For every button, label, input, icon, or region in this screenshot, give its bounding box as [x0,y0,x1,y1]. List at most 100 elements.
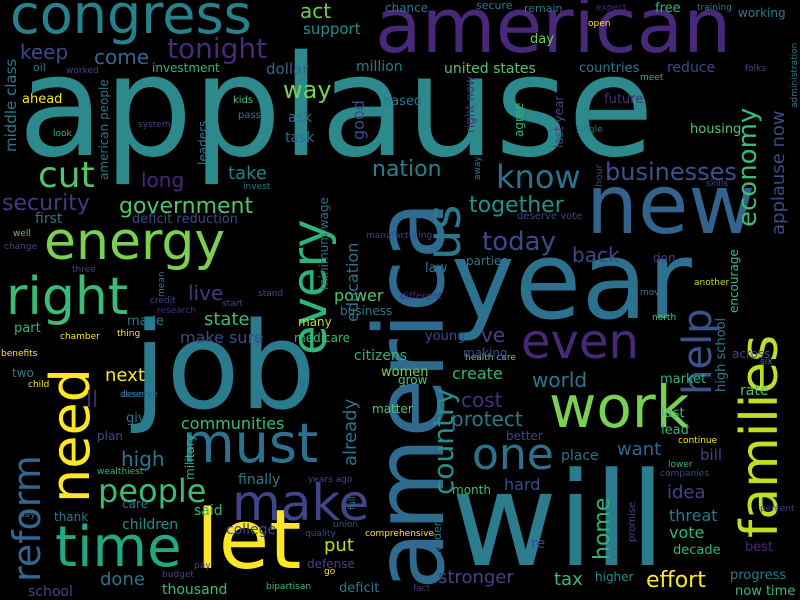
word: children [122,517,179,533]
word: day [530,32,554,47]
word: take [228,163,267,184]
word: made [127,314,164,329]
word: new [586,158,756,253]
word: vote [669,523,705,542]
word: ahead [22,92,63,107]
word: look [53,129,72,139]
word: agree [512,102,526,137]
word: people [98,472,207,510]
word: away [473,156,483,180]
word: medicare [294,331,351,345]
word: security [2,191,90,216]
word: million [356,59,403,75]
word: many [298,315,332,329]
word: communities [181,414,285,433]
word: continue [678,436,718,446]
word: put [324,535,354,556]
word: first [35,211,63,227]
word: last year [552,95,566,148]
word: thing [117,329,141,339]
word: comprehensive [365,529,434,539]
word: decade [673,543,721,558]
word: another [694,278,730,288]
word: let [196,493,302,588]
word: administration [790,42,800,108]
word: reduce [667,60,716,76]
word: cut [38,155,95,196]
word: high school [714,317,729,392]
word: best [745,540,774,555]
word: create [452,364,503,383]
word: tax [554,569,583,590]
word: six [760,357,773,367]
word: manufacturing [366,231,433,241]
word: right now [463,76,477,133]
word: congress [10,0,252,46]
word: now time [735,584,796,599]
word: lead [661,423,689,438]
word: two [12,366,34,380]
word: young [425,329,466,344]
word: start [222,299,243,309]
word: one [472,429,554,480]
word: ll [86,388,99,413]
word: based [383,94,423,109]
word: place [561,448,599,464]
word: matter [372,402,413,416]
word: move [640,288,666,298]
word: wealthiest [97,467,144,477]
word: defense [307,557,355,571]
word: change [4,242,38,252]
word: research [157,306,196,316]
word: rate [740,383,769,399]
word: worked [66,66,99,76]
word: state [204,309,250,330]
word: market [660,372,707,387]
word: secure [476,0,513,12]
word: time [55,515,182,580]
word: open [588,19,611,29]
word: years ago [308,475,353,485]
word: cost [461,388,503,412]
word: child [28,380,50,390]
word: school [28,584,73,600]
word: re [531,536,546,552]
word: come [94,45,150,69]
word: law [425,261,448,276]
word: threat [669,506,718,525]
word: military [183,434,197,480]
word: different [400,291,443,302]
word: applause [18,26,655,189]
word: government [119,194,254,219]
word: kids [233,95,254,106]
word: mean [157,271,167,297]
word: right [6,267,129,327]
word: college [226,522,277,538]
word: full [348,496,358,510]
word: keep [20,40,69,64]
word: must [182,412,319,475]
word: leaders [196,120,210,165]
word: said [194,503,223,519]
word: task [285,130,315,146]
word: job [133,298,316,437]
word: remain [524,2,563,15]
word: meet [640,73,664,83]
word: don [653,251,676,265]
word: power [334,286,384,305]
word: say [20,510,36,520]
word: will [451,444,666,596]
word: want [617,439,662,460]
word: folks [745,64,767,74]
word: chamber [60,332,100,342]
word: single [576,125,603,135]
word: percent [760,504,795,514]
word: higher [595,570,634,584]
word: ve [481,323,506,347]
word: housing [690,122,742,137]
word: grow [398,373,428,387]
word: companies [660,469,709,479]
word: progress [730,568,787,583]
word: long [141,168,185,192]
word: encourage [727,249,741,313]
